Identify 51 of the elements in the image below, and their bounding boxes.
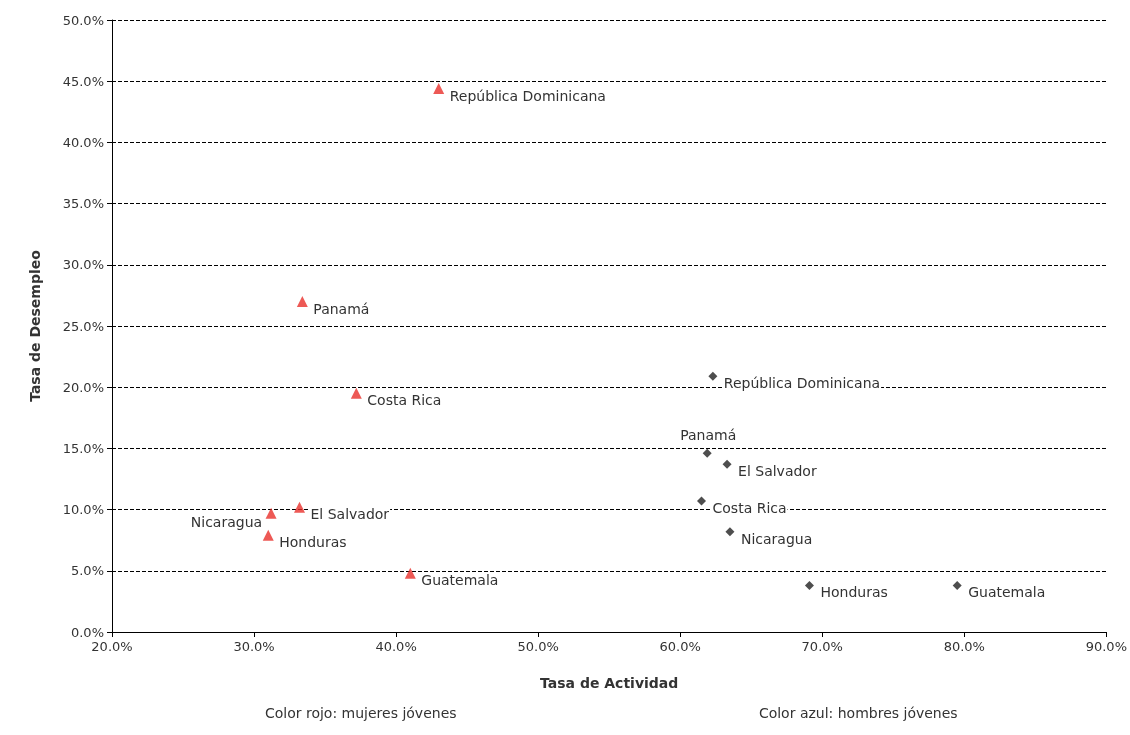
- annotation: República Dominicana: [449, 87, 606, 104]
- annotation: Nicaragua: [740, 530, 813, 547]
- y-tick-label: 10.0%: [62, 502, 104, 518]
- point: [697, 496, 707, 506]
- point: [433, 83, 445, 95]
- annotation: Guatemala: [421, 572, 499, 589]
- point: [804, 580, 814, 590]
- point: [262, 529, 274, 541]
- point: [294, 501, 306, 513]
- annotation: Honduras: [279, 534, 347, 551]
- text: Color rojo: mujeres jóvenes: [264, 705, 457, 721]
- annotation: El Salvador: [738, 463, 817, 480]
- y-tick-label: 5.0%: [70, 563, 104, 579]
- point: [350, 387, 362, 399]
- annotation: República Dominicana: [723, 375, 881, 392]
- annotation: Guatemala: [968, 584, 1046, 601]
- y-tick-label: 45.0%: [62, 73, 104, 89]
- annotation: Nicaragua: [190, 514, 263, 531]
- point: [722, 459, 732, 469]
- point: [952, 580, 962, 590]
- y-axis-title: Tasa de Desempleo: [27, 249, 43, 402]
- x-tick-label: 80.0%: [943, 639, 985, 654]
- x-tick-label: 60.0%: [659, 639, 701, 654]
- y-tick-label: 20.0%: [62, 379, 104, 395]
- annotation: El Salvador: [310, 506, 390, 523]
- x-tick-label: 20.0%: [91, 639, 133, 654]
- annotation: Panamá: [313, 300, 370, 317]
- x-tick-label: 70.0%: [801, 639, 843, 654]
- x-tick-label: 30.0%: [233, 639, 275, 654]
- point: [404, 567, 416, 579]
- point: [725, 527, 735, 537]
- y-tick-label: 15.0%: [62, 440, 104, 456]
- annotation: Costa Rica: [367, 392, 442, 409]
- point: [708, 371, 718, 381]
- text: Color azul: hombres jóvenes: [758, 705, 958, 721]
- x-tick-label: 50.0%: [517, 639, 559, 654]
- annotation: Panamá: [680, 427, 737, 444]
- annotation: Costa Rica: [712, 500, 787, 517]
- point: [265, 507, 277, 519]
- x-tick-label: 90.0%: [1085, 639, 1128, 654]
- y-tick-label: 50.0%: [62, 12, 104, 28]
- point: [296, 296, 308, 308]
- y-tick-label: 25.0%: [62, 318, 104, 334]
- y-tick-label: 35.0%: [62, 196, 104, 212]
- y-tick-label: 30.0%: [62, 257, 104, 273]
- y-tick-label: 0.0%: [70, 624, 104, 640]
- x-tick-label: 40.0%: [375, 639, 417, 654]
- point: [702, 448, 712, 458]
- annotation: Honduras: [820, 584, 888, 601]
- y-tick-label: 40.0%: [62, 134, 104, 150]
- x-axis-title: Tasa de Actividad: [540, 675, 679, 691]
